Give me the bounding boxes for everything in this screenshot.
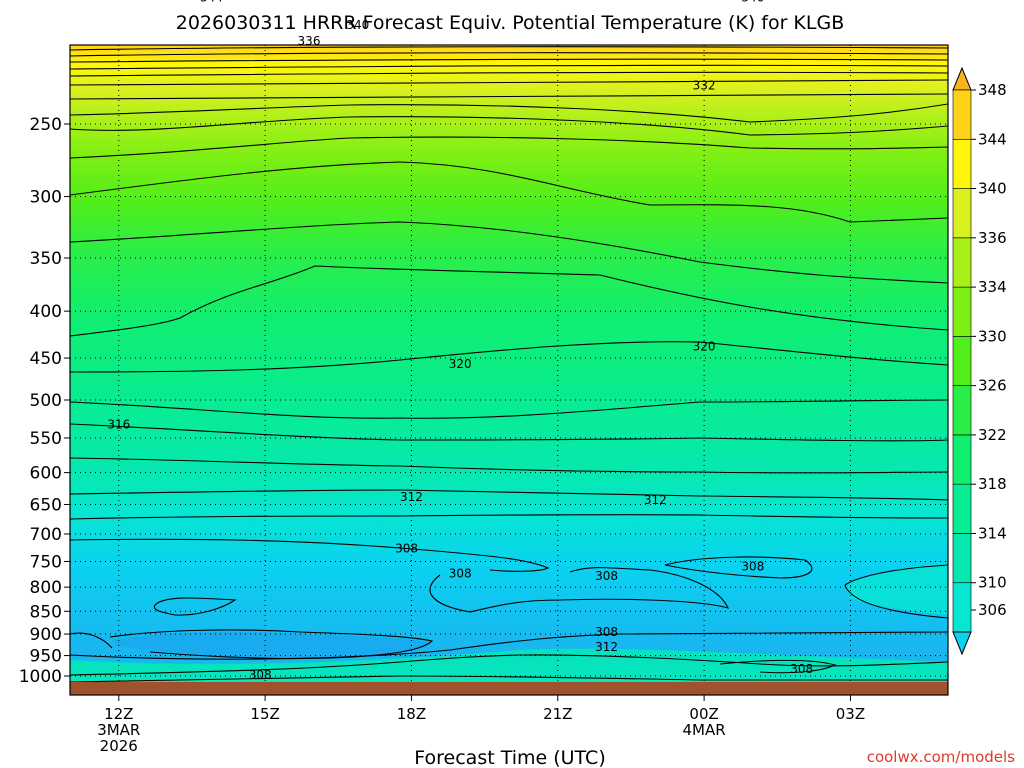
colorbar-swatch (952, 483, 972, 534)
x-tick-label: 2026 (100, 737, 138, 755)
colorbar-swatch (952, 286, 972, 337)
y-tick-label: 900 (30, 625, 62, 645)
colorbar-label: 322 (978, 426, 1007, 444)
contour-label: 312 (595, 640, 618, 654)
colorbar-label: 318 (978, 475, 1007, 493)
y-tick-label: 250 (30, 115, 62, 135)
x-tick-label: 18Z (397, 705, 426, 723)
y-tick-label: 1000 (19, 667, 62, 687)
x-tick-label: 15Z (250, 705, 279, 723)
colorbar-swatch (952, 582, 972, 633)
chart-title: 2026030311 HRRR Forecast Equiv. Potentia… (176, 12, 845, 34)
grid-lines (70, 45, 948, 695)
field-background (70, 45, 948, 695)
plot-area (70, 45, 948, 695)
colorbar-label: 310 (978, 574, 1007, 592)
contour-lines (70, 46, 948, 683)
contour-label: 308 (449, 566, 472, 580)
terrain-ground (70, 682, 948, 695)
x-tick-label: 12Z (104, 705, 133, 723)
colorbar-swatch (952, 434, 972, 485)
colorbar-swatch (952, 188, 972, 239)
colorbar-swatch (952, 385, 972, 436)
colorbar-label: 340 (978, 180, 1007, 198)
colorbar-swatch (952, 138, 972, 189)
contour-labels: 3443403363403323203203163123123083083083… (107, 0, 813, 682)
x-tick-label: 21Z (543, 705, 572, 723)
plot-frame (69, 44, 949, 696)
colorbar-swatch (952, 533, 972, 584)
y-tick-label: 300 (30, 188, 62, 208)
contour-label: 308 (249, 668, 272, 682)
y-tick-label: 600 (30, 464, 62, 484)
colorbar: 306 310 314 318 322 326 330 334 336 340 344 348 (952, 66, 1007, 656)
y-tick-label: 550 (30, 429, 62, 449)
y-tick-label: 400 (30, 302, 62, 322)
contour-label: 320 (693, 339, 716, 353)
y-tick-label: 800 (30, 578, 62, 598)
colorbar-swatch (952, 336, 972, 386)
contour-label: 308 (741, 560, 764, 574)
colorbar-top-arrow (952, 66, 972, 91)
y-tick-label: 350 (30, 249, 62, 269)
y-tick-label: 650 (30, 495, 62, 515)
contour-label: 332 (693, 79, 716, 93)
y-axis: 250 300 350 400 450 500 550 600 650 700 750 800 850 9… (19, 115, 70, 687)
contour-label: 308 (595, 625, 618, 639)
warm-pocket-800 (845, 563, 948, 615)
contour-label: 312 (644, 493, 667, 507)
near-surface-band (70, 648, 948, 682)
x-tick-label: 03Z (836, 705, 865, 723)
y-tick-label: 750 (30, 552, 62, 572)
x-axis-label: Forecast Time (UTC) (414, 747, 605, 768)
contour-label: 336 (298, 34, 321, 48)
x-tick-label: 3MAR (97, 721, 140, 739)
colorbar-label: 348 (978, 81, 1007, 99)
colorbar-label: 334 (978, 278, 1007, 296)
colorbar-label: 306 (978, 601, 1007, 619)
colorbar-bottom-arrow (952, 631, 972, 656)
credit-text: coolwx.com/models (867, 748, 1015, 766)
colorbar-label: 344 (978, 130, 1007, 148)
contour-label: 312 (400, 490, 423, 504)
y-tick-label: 700 (30, 525, 62, 545)
x-tick-label: 4MAR (683, 721, 726, 739)
colorbar-label: 330 (978, 327, 1007, 345)
colorbar-swatch (952, 89, 972, 140)
contour-label: 340 (741, 0, 764, 5)
y-tick-label: 850 (30, 602, 62, 622)
contour-label: 308 (595, 569, 618, 583)
colorbar-label: 336 (978, 229, 1007, 247)
colorbar-swatch (952, 237, 972, 288)
contour-label: 344 (200, 0, 223, 5)
cool-pocket-950 (114, 632, 432, 659)
contour-label: 320 (449, 357, 472, 371)
colorbar-label: 326 (978, 377, 1007, 395)
contour-label: 340 (346, 18, 369, 32)
y-tick-label: 950 (30, 647, 62, 667)
contour-label: 316 (107, 418, 130, 432)
colorbar-label: 314 (978, 524, 1007, 542)
contour-label: 308 (395, 541, 418, 555)
contour-label: 308 (790, 662, 813, 676)
y-tick-label: 450 (30, 349, 62, 369)
y-tick-label: 500 (30, 391, 62, 411)
x-tick-label: 00Z (689, 705, 718, 723)
